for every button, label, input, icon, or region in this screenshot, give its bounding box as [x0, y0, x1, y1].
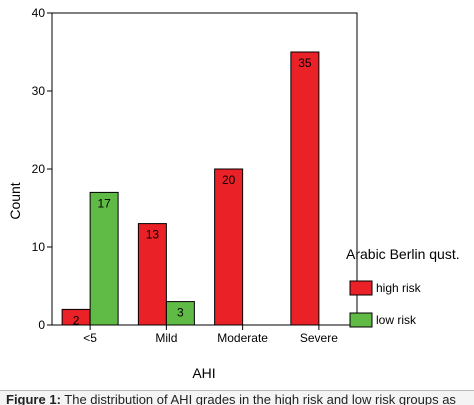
data-label: 17 — [97, 196, 111, 210]
caption-text: The distribution of AHI grades in the hi… — [60, 392, 456, 405]
bar-low-risk-1 — [165, 301, 195, 326]
x-tick-label: Moderate — [217, 331, 268, 345]
y-tick-label: 30 — [32, 84, 46, 98]
data-label: 3 — [177, 306, 184, 320]
data-label: 35 — [298, 56, 312, 70]
x-tick-label: Severe — [300, 331, 338, 345]
y-tick-label: 40 — [32, 6, 46, 20]
bar-high-risk-2 — [214, 168, 244, 326]
caption-label: Figure 1: — [6, 392, 61, 405]
y-tick-label: 0 — [38, 318, 45, 332]
y-tick-label: 20 — [32, 162, 46, 176]
y-axis-title: Count — [7, 182, 23, 219]
legend-label-high-risk: high risk — [376, 281, 422, 295]
y-tick-label: 10 — [32, 240, 46, 254]
legend-swatch-high-risk — [349, 280, 373, 296]
bar-low-risk-0 — [89, 191, 119, 326]
bar-high-risk-1 — [137, 223, 167, 326]
data-label: 13 — [146, 228, 160, 242]
figure-caption: Figure 1: The distribution of AHI grades… — [0, 390, 474, 405]
data-label: 2 — [73, 313, 80, 327]
x-tick-label: Mild — [155, 331, 177, 345]
legend-swatch-low-risk — [349, 312, 373, 328]
x-axis-title: AHI — [192, 365, 215, 381]
legend-label-low-risk: low risk — [376, 313, 417, 327]
legend-title: Arabic Berlin qust. — [346, 246, 460, 262]
data-label: 20 — [222, 173, 236, 187]
bar-high-risk-3 — [290, 51, 320, 326]
x-tick-label: <5 — [83, 331, 97, 345]
